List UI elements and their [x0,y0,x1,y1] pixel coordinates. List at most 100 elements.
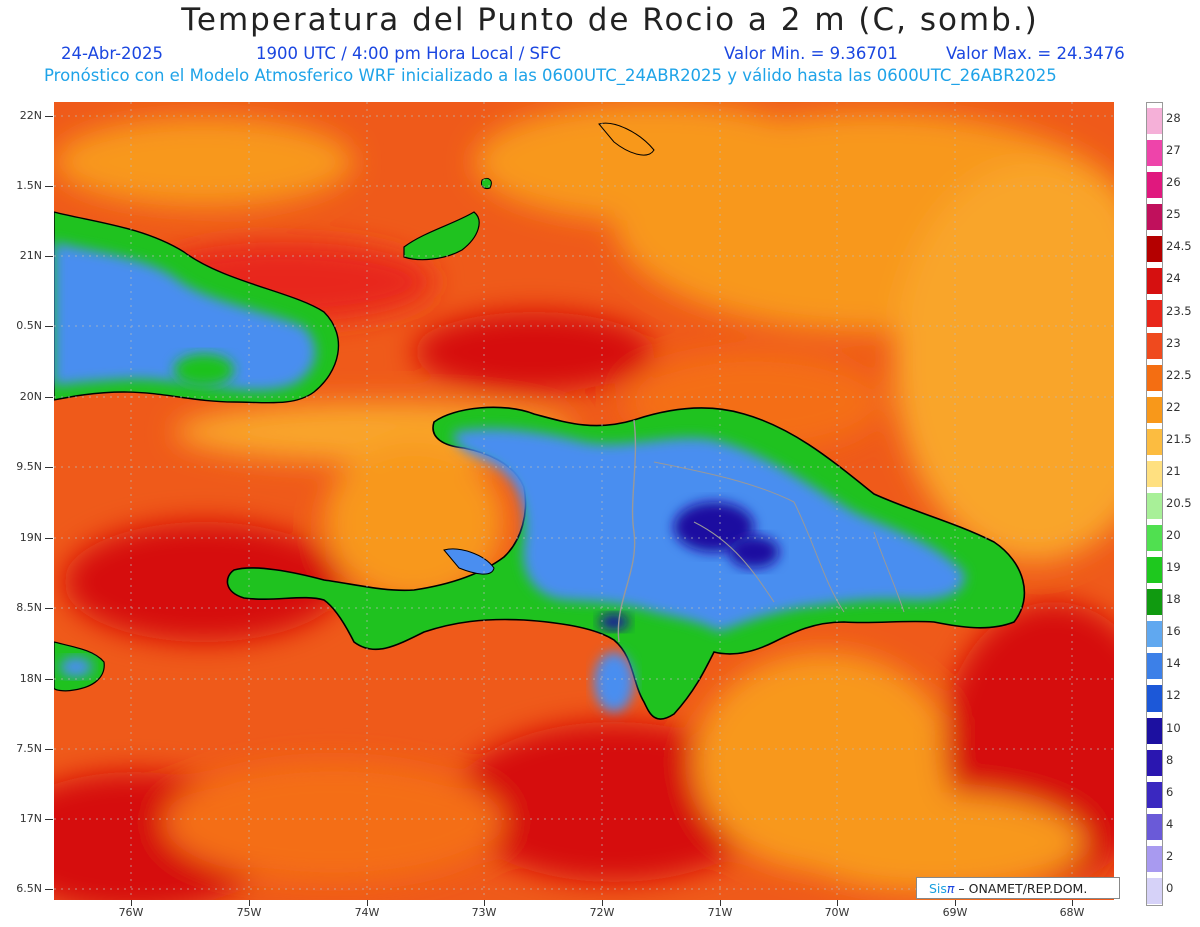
lat-label-18n: 18N [19,672,42,685]
forecast-time: 1900 UTC / 4:00 pm Hora Local / SFC [256,44,562,63]
colorbar-segment [1147,781,1162,808]
lon-tick [367,900,368,906]
lon-label-72w: 72W [589,906,615,919]
dewpoint-map [54,102,1114,900]
lat-label-17-5n: 7.5N [16,742,42,755]
lat-tick [45,256,53,257]
colorbar-label: 23 [1166,335,1181,350]
colorbar-label: 19 [1166,560,1181,575]
lon-label-73w: 73W [471,906,497,919]
colorbar-label: 24.5 [1166,239,1192,254]
lon-label-71w: 71W [707,906,733,919]
lat-tick [45,467,53,468]
colorbar-segment [1147,525,1162,552]
lat-tick [45,889,53,890]
colorbar-segment [1147,460,1162,487]
colorbar-label: 2 [1166,848,1174,863]
colorbar-label: 21.5 [1166,431,1192,446]
lat-label-22n: 22N [19,109,42,122]
colorbar-label: 4 [1166,816,1174,831]
colorbar-label: 22 [1166,399,1181,414]
colorbar-segment [1147,621,1162,648]
colorbar-segment [1147,685,1162,712]
lat-label-20n: 20N [19,390,42,403]
lat-tick [45,749,53,750]
credit-box: Sisπ – ONAMET/REP.DOM. [916,877,1120,899]
forecast-model-line: Pronóstico con el Modelo Atmosferico WRF… [44,66,1057,85]
colorbar-segment [1147,396,1162,423]
lat-label-21n: 21N [19,249,42,262]
colorbar-segment [1147,813,1162,840]
colorbar-label: 23.5 [1166,303,1192,318]
colorbar-segment [1147,589,1162,616]
lat-label-21-5n: 1.5N [16,179,42,192]
credit-org: – ONAMET/REP.DOM. [954,881,1088,896]
colorbar-label: 12 [1166,688,1181,703]
colorbar-label: 22.5 [1166,367,1192,382]
colorbar-segment [1147,140,1162,167]
colorbar-label: 27 [1166,143,1181,158]
lon-label-75w: 75W [236,906,262,919]
lon-tick [602,900,603,906]
lat-tick [45,186,53,187]
colorbar-segment [1147,332,1162,359]
colorbar-segment [1147,204,1162,231]
lat-label-18-5n: 8.5N [16,601,42,614]
cuba-landmass [54,211,340,404]
map-title: Temperatura del Punto de Rocio a 2 m (C,… [181,2,1039,38]
credit-pi: π [946,881,955,896]
colorbar-segment [1147,108,1162,135]
colorbar-segment [1147,557,1162,584]
colorbar-label: 24 [1166,271,1181,286]
colorbar-label: 6 [1166,784,1174,799]
lat-label-16-5n: 6.5N [16,882,42,895]
colorbar-segment [1147,653,1162,680]
colorbar-label: 10 [1166,720,1181,735]
colorbar-label: 14 [1166,656,1181,671]
colorbar-segment [1147,492,1162,520]
colorbar-label: 8 [1166,752,1174,767]
lat-tick [45,679,53,680]
colorbar-label: 18 [1166,592,1181,607]
lon-label-74w: 74W [354,906,380,919]
forecast-date: 24-Abr-2025 [61,44,164,63]
colorbar-segment [1147,268,1162,295]
max-value: Valor Max. = 24.3476 [946,44,1125,63]
lat-label-17n: 17N [19,812,42,825]
lat-tick [45,608,53,609]
colorbar-segment [1147,172,1162,199]
colorbar-segment [1147,877,1162,904]
lon-label-68w: 68W [1059,906,1085,919]
colorbar-segment [1147,845,1162,872]
colorbar-segment [1147,300,1162,327]
lat-label-19n: 19N [19,531,42,544]
colorbar-segment [1147,364,1162,391]
lat-label-20-5n: 0.5N [16,319,42,332]
jamaica-landmass [54,641,105,692]
lon-label-69w: 69W [942,906,968,919]
lon-tick [720,900,721,906]
lon-tick [249,900,250,906]
lon-tick [131,900,132,906]
colorbar-segment [1147,428,1162,455]
lon-tick [837,900,838,906]
colorbar-label: 20 [1166,528,1181,543]
colorbar-label: 16 [1166,624,1181,639]
lat-tick [45,326,53,327]
hispaniola-landmass [226,406,1026,720]
credit-sis: Sis [929,881,947,896]
lat-tick [45,397,53,398]
colorbar-segment [1147,749,1162,776]
colorbar-label: 25 [1166,207,1181,222]
lon-tick [955,900,956,906]
lon-tick [484,900,485,906]
lon-label-76w: 76W [118,906,144,919]
colorbar-label: 28 [1166,111,1181,126]
min-value: Valor Min. = 9.36701 [724,44,898,63]
colorbar-segment [1147,717,1162,744]
colorbar [1146,102,1163,906]
map-canvas [54,102,1114,900]
colorbar-label: 21 [1166,463,1181,478]
lon-label-70w: 70W [824,906,850,919]
colorbar-label: 0 [1166,880,1174,895]
